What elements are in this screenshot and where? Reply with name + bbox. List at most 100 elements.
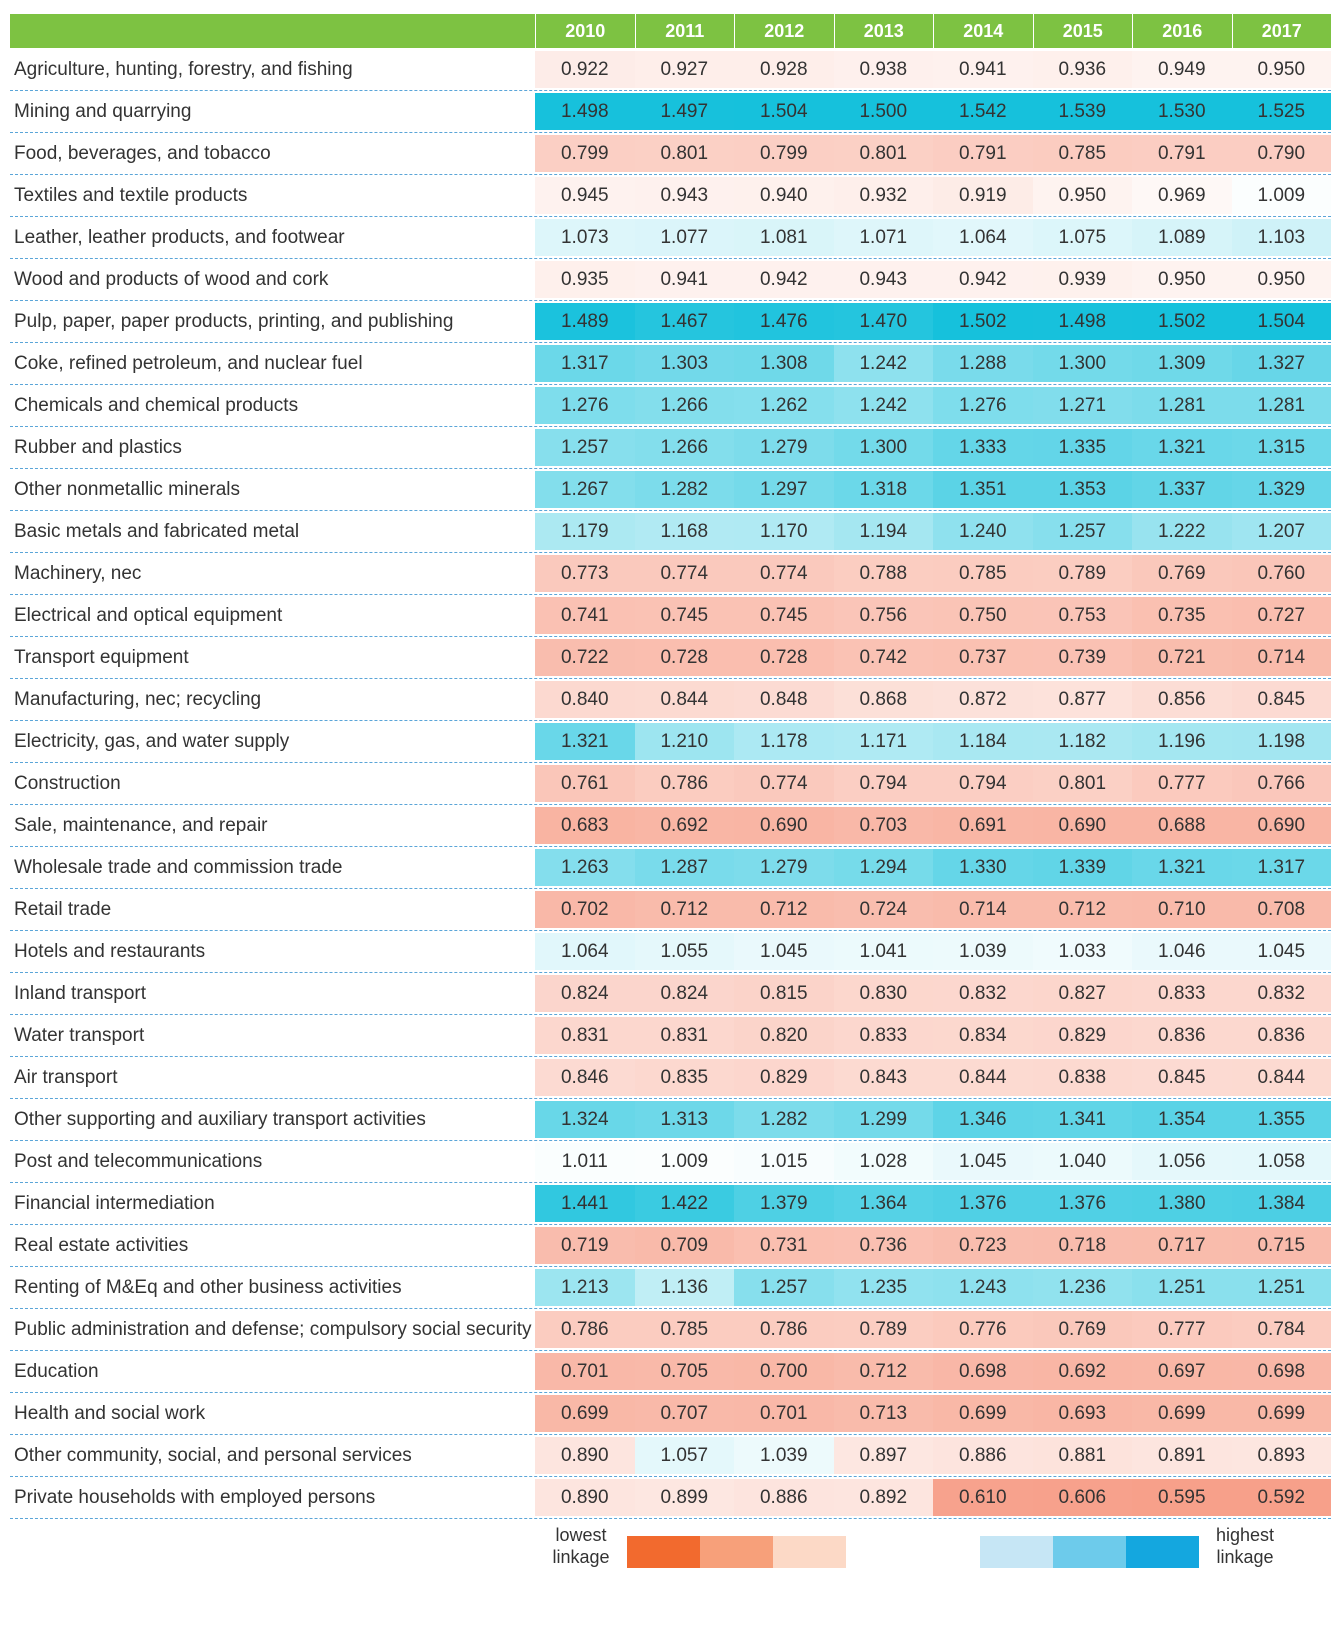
value-cell: 0.610 xyxy=(933,1479,1033,1516)
value-cell: 0.728 xyxy=(634,639,734,676)
value-cell: 0.799 xyxy=(535,135,635,172)
value-cell: 1.045 xyxy=(933,1143,1033,1180)
value-cell: 1.324 xyxy=(535,1101,635,1138)
value-cell: 0.940 xyxy=(734,177,834,214)
value-cell: 0.943 xyxy=(634,177,734,214)
row-label: Chemicals and chemical products xyxy=(14,395,299,416)
value-cell: 0.753 xyxy=(1032,597,1132,634)
row-label: Coke, refined petroleum, and nuclear fue… xyxy=(14,353,363,374)
value-cell: 1.376 xyxy=(933,1185,1033,1222)
value-cell: 0.927 xyxy=(634,51,734,88)
row-label: Public administration and defense; compu… xyxy=(14,1319,532,1340)
table-row: Basic metals and fabricated metal 1.179 1.… xyxy=(10,511,1331,553)
value-cell: 1.276 xyxy=(933,387,1033,424)
value-cell: 0.845 xyxy=(1132,1059,1232,1096)
value-cell: 1.251 xyxy=(1132,1269,1232,1306)
value-cell: 0.897 xyxy=(833,1437,933,1474)
value-cell: 0.844 xyxy=(1231,1059,1331,1096)
value-cell: 1.317 xyxy=(1231,849,1331,886)
table-row: Hotels and restaurants 1.064 1.055 1.045 1.0… xyxy=(10,931,1331,973)
value-cell: 0.785 xyxy=(933,555,1033,592)
value-cell: 1.321 xyxy=(1132,429,1232,466)
value-cell: 1.198 xyxy=(1231,723,1331,760)
value-cell: 1.279 xyxy=(734,429,834,466)
legend-swatch xyxy=(627,1536,700,1568)
column-header: 2014 xyxy=(933,14,1033,48)
value-cell: 1.470 xyxy=(833,303,933,340)
value-cell: 1.299 xyxy=(833,1101,933,1138)
value-cell: 0.731 xyxy=(734,1227,834,1264)
value-cell: 0.719 xyxy=(535,1227,635,1264)
value-cell: 1.441 xyxy=(535,1185,635,1222)
value-cell: 1.337 xyxy=(1132,471,1232,508)
table-row: Public administration and defense; compu… xyxy=(10,1309,1331,1351)
table-row: Private households with employed persons… xyxy=(10,1477,1331,1519)
value-cell: 1.308 xyxy=(734,345,834,382)
table-row: Pulp, paper, paper products, printing, a… xyxy=(10,301,1331,343)
value-cell: 0.717 xyxy=(1132,1227,1232,1264)
value-cell: 1.339 xyxy=(1032,849,1132,886)
row-label: Retail trade xyxy=(14,899,112,920)
value-cell: 1.179 xyxy=(535,513,635,550)
value-cell: 0.799 xyxy=(734,135,834,172)
value-cell: 0.722 xyxy=(535,639,635,676)
value-cell: 0.741 xyxy=(535,597,635,634)
table-row: Rubber and plastics 1.257 1.266 1.279 1.300 1… xyxy=(10,427,1331,469)
value-cell: 1.341 xyxy=(1032,1101,1132,1138)
row-label: Hotels and restaurants xyxy=(14,941,206,962)
value-cell: 0.790 xyxy=(1231,135,1331,172)
column-header: 2013 xyxy=(833,14,934,48)
value-cell: 1.321 xyxy=(535,723,635,760)
value-cell: 0.714 xyxy=(1231,639,1331,676)
row-label: Machinery, nec xyxy=(14,563,142,584)
row-label: Air transport xyxy=(14,1067,118,1088)
row-label: Inland transport xyxy=(14,983,147,1004)
value-cell: 0.786 xyxy=(634,765,734,802)
value-cell: 1.500 xyxy=(833,93,933,130)
value-cell: 1.235 xyxy=(833,1269,933,1306)
value-cell: 1.136 xyxy=(634,1269,734,1306)
row-label: Other community, social, and personal se… xyxy=(14,1445,412,1466)
value-cell: 1.542 xyxy=(933,93,1033,130)
legend-swatch xyxy=(1126,1536,1199,1568)
value-cell: 0.845 xyxy=(1231,681,1331,718)
value-cell: 0.693 xyxy=(1032,1395,1132,1432)
value-cell: 1.497 xyxy=(634,93,734,130)
legend-swatch xyxy=(700,1536,773,1568)
value-cell: 0.943 xyxy=(833,261,933,298)
value-cell: 0.774 xyxy=(734,765,834,802)
value-cell: 0.941 xyxy=(933,51,1033,88)
value-cell: 0.699 xyxy=(1132,1395,1232,1432)
value-cell: 0.801 xyxy=(833,135,933,172)
value-cell: 0.701 xyxy=(734,1395,834,1432)
value-cell: 0.774 xyxy=(634,555,734,592)
value-cell: 0.830 xyxy=(833,975,933,1012)
value-cell: 0.709 xyxy=(634,1227,734,1264)
value-cell: 0.773 xyxy=(535,555,635,592)
value-cell: 1.315 xyxy=(1231,429,1331,466)
row-label: Rubber and plastics xyxy=(14,437,182,458)
table-row: Renting of M&Eq and other business activ… xyxy=(10,1267,1331,1309)
value-cell: 0.785 xyxy=(634,1311,734,1348)
value-cell: 0.688 xyxy=(1132,807,1232,844)
value-cell: 1.039 xyxy=(734,1437,834,1474)
value-cell: 1.251 xyxy=(1231,1269,1331,1306)
value-cell: 0.789 xyxy=(1032,555,1132,592)
legend-swatch xyxy=(980,1536,1053,1568)
value-cell: 0.932 xyxy=(833,177,933,214)
value-cell: 0.824 xyxy=(535,975,635,1012)
value-cell: 0.697 xyxy=(1132,1353,1232,1390)
value-cell: 0.945 xyxy=(535,177,635,214)
value-cell: 1.236 xyxy=(1032,1269,1132,1306)
value-cell: 0.699 xyxy=(933,1395,1033,1432)
value-cell: 1.170 xyxy=(734,513,834,550)
value-cell: 0.791 xyxy=(933,135,1033,172)
value-cell: 0.969 xyxy=(1132,177,1232,214)
value-cell: 0.784 xyxy=(1231,1311,1331,1348)
value-cell: 0.843 xyxy=(833,1059,933,1096)
value-cell: 1.081 xyxy=(734,219,834,256)
table-row: Electrical and optical equipment 0.741 0.7… xyxy=(10,595,1331,637)
value-cell: 0.942 xyxy=(734,261,834,298)
value-cell: 1.257 xyxy=(1032,513,1132,550)
row-label: Wholesale trade and commission trade xyxy=(14,857,343,878)
